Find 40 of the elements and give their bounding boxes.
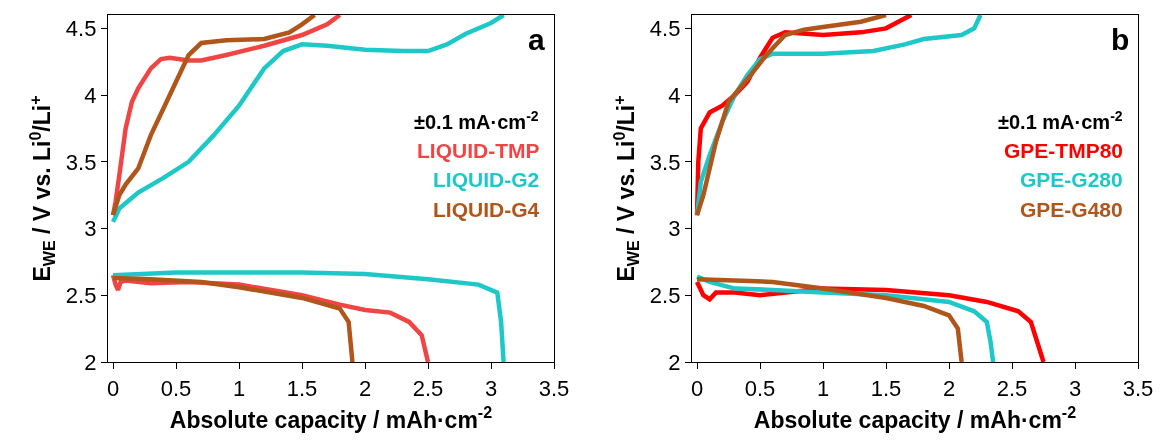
x-tick-label: 1 (232, 375, 246, 401)
x-tick-label: 2.5 (996, 375, 1028, 401)
x-tick-label: 0.5 (160, 375, 192, 401)
text: LIQUID-TMP (417, 139, 540, 162)
x-axis-title: Absolute capacity / mAh·cm$^{-2}$ (169, 403, 493, 434)
x-tick-label: 2.5 (412, 375, 444, 401)
y-tick-label: 3 (668, 216, 681, 242)
y-tick-label: 3.5 (649, 149, 681, 175)
x-tick-label: 3 (1068, 375, 1082, 401)
text: GPE-TMP80 (1004, 139, 1124, 162)
x-tick-label: 3.5 (538, 375, 570, 401)
text: LIQUID-G4 (433, 198, 540, 221)
x-tick-label: 0.5 (744, 375, 776, 401)
x-tick-label: 2 (358, 375, 372, 401)
y-tick-label: 4.5 (649, 16, 681, 42)
text: GPE-G280 (1020, 168, 1123, 191)
y-tick-label: 4 (668, 82, 681, 108)
annotation: ±0.1 mA·cm$^{-2}$ (998, 108, 1123, 134)
text: LIQUID-G2 (433, 168, 540, 191)
x-tick-label: 0 (690, 375, 704, 401)
x-tick-label: 0 (106, 375, 120, 401)
y-tick-label: 4.5 (65, 16, 97, 42)
y-tick-label: 4 (84, 82, 97, 108)
x-tick-label: 1.5 (286, 375, 318, 401)
x-tick-label: 2 (942, 375, 956, 401)
x-axis-title: Absolute capacity / mAh·cm$^{-2}$ (753, 403, 1077, 434)
x-tick-label: 3.5 (1122, 375, 1154, 401)
y-tick-label: 2.5 (65, 282, 97, 308)
x-tick-label: 1.5 (870, 375, 902, 401)
text: GPE-G480 (1020, 198, 1123, 221)
y-tick-label: 3.5 (65, 149, 97, 175)
annotation: a (528, 23, 545, 56)
x-tick-label: 3 (484, 375, 498, 401)
y-tick-label: 2.5 (649, 282, 681, 308)
y-tick-label: 2 (668, 349, 681, 375)
x-tick-label: 1 (816, 375, 830, 401)
y-tick-label: 3 (84, 216, 97, 242)
annotation: ±0.1 mA·cm$^{-2}$ (414, 108, 539, 134)
annotation: b (1111, 23, 1130, 56)
y-tick-label: 2 (84, 349, 97, 375)
